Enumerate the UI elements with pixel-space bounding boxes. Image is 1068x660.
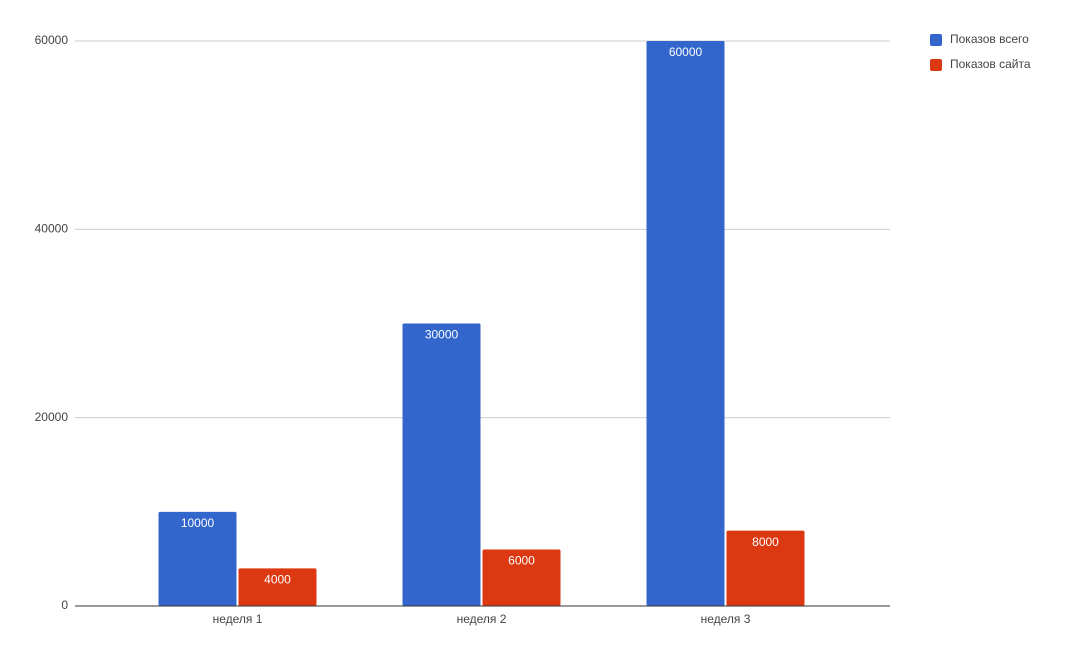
- data-label: 4000: [264, 573, 291, 587]
- legend-label: Показов всего: [950, 32, 1029, 46]
- y-tick-label: 60000: [35, 33, 69, 47]
- bar: [646, 41, 725, 606]
- data-label: 6000: [508, 554, 535, 568]
- data-label: 60000: [669, 45, 703, 59]
- bar: [238, 568, 317, 606]
- legend-swatch: [930, 59, 942, 71]
- x-tick-label: неделя 1: [213, 612, 263, 626]
- bar: [726, 530, 805, 606]
- y-tick-label: 0: [61, 598, 68, 612]
- legend-swatch: [930, 34, 942, 46]
- y-tick-label: 40000: [35, 222, 69, 236]
- data-label: 10000: [181, 516, 215, 530]
- y-tick-label: 20000: [35, 410, 69, 424]
- legend-label: Показов сайта: [950, 57, 1031, 71]
- bar: [158, 511, 237, 606]
- x-tick-label: неделя 2: [457, 612, 507, 626]
- data-label: 30000: [425, 328, 459, 342]
- data-label: 8000: [752, 535, 779, 549]
- bar: [482, 549, 561, 606]
- bar: [402, 323, 481, 606]
- x-tick-label: неделя 3: [701, 612, 751, 626]
